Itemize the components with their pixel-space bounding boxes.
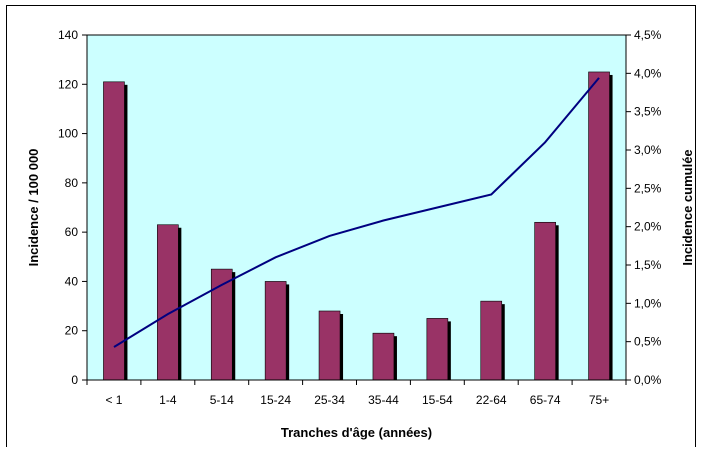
y2-tick-label: 0,0% (634, 373, 662, 387)
y2-tick-label: 3,5% (634, 105, 662, 119)
bar (157, 224, 179, 381)
bar (588, 71, 610, 381)
bar (534, 221, 556, 381)
x-axis-title: Tranches d'âge (années) (281, 425, 432, 440)
bar (480, 300, 503, 381)
x-tick-label: 35-44 (368, 393, 399, 407)
x-tick-label: 5-14 (210, 393, 234, 407)
y2-axis-title: Incidence cumulée (680, 149, 695, 265)
y2-tick-label: 0,5% (634, 335, 662, 349)
y2-tick-label: 2,0% (634, 220, 662, 234)
x-tick-label: 15-24 (260, 393, 291, 407)
y-tick-label: 40 (65, 274, 79, 288)
axes (82, 34, 631, 385)
x-tick-label: 25-34 (314, 393, 345, 407)
y2-tick-label: 4,5% (634, 28, 662, 42)
y2-tick-label: 4,0% (634, 66, 662, 80)
y2-tick-label: 1,0% (634, 296, 662, 310)
bar (103, 81, 125, 381)
cumulative-line (113, 77, 600, 348)
x-tick-label: 65-74 (530, 393, 561, 407)
tick-labels: 0 20 40 60 80 100 120 140 0,0% 0,5% 1,0% 1,5% 2,0% 2,… (58, 28, 662, 407)
x-tick-label: 22-64 (476, 393, 507, 407)
bar (264, 281, 287, 381)
y-tick-label: 120 (58, 77, 78, 91)
x-tick-label: 75+ (589, 393, 609, 407)
bar (372, 332, 395, 381)
y-tick-label: 60 (65, 225, 79, 239)
y-tick-label: 100 (58, 127, 78, 141)
y2-tick-label: 2,5% (634, 181, 662, 195)
x-tick-label: < 1 (105, 393, 122, 407)
x-tick-label: 1-4 (159, 393, 177, 407)
y-tick-label: 20 (65, 324, 79, 338)
y2-tick-label: 3,0% (634, 143, 662, 157)
y2-tick-label: 1,5% (634, 258, 662, 272)
bar (426, 318, 449, 381)
y-tick-label: 0 (71, 373, 78, 387)
y-axis-title: Incidence / 100 000 (26, 149, 41, 267)
bars (103, 71, 613, 381)
bar (318, 310, 341, 381)
y-tick-label: 80 (65, 176, 79, 190)
y-tick-label: 140 (58, 28, 78, 42)
x-tick-label: 15-54 (422, 393, 453, 407)
